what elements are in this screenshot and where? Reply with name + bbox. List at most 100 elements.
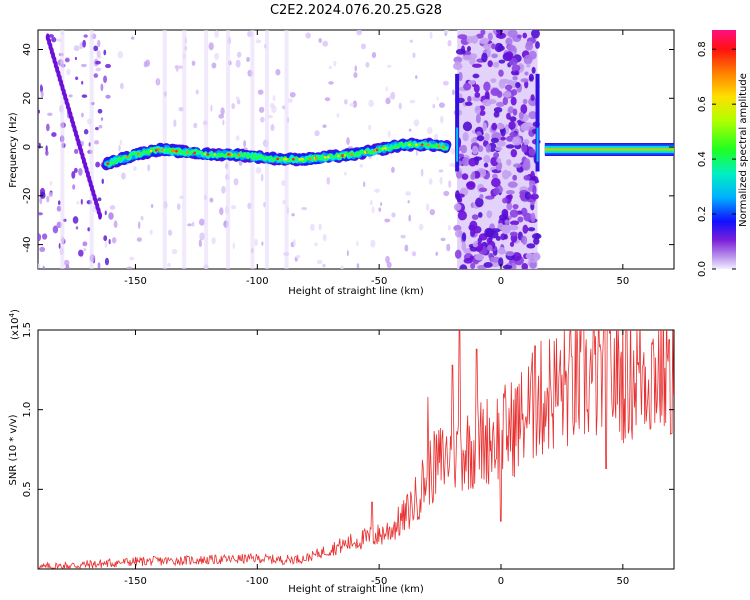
noise-speck	[167, 262, 171, 268]
noise-speck	[93, 45, 99, 52]
noise-speck	[93, 73, 99, 78]
noise-speck	[78, 249, 84, 257]
noise-speck	[404, 244, 409, 252]
noise-speck	[221, 186, 226, 194]
y-tick-label: 40	[22, 43, 33, 56]
y-tick-label: 0	[22, 144, 33, 150]
noise-blob	[511, 262, 517, 269]
noise-blob	[462, 121, 473, 132]
noise-blob	[462, 54, 473, 61]
noise-speck	[246, 56, 250, 63]
noise-speck	[97, 108, 103, 114]
noise-speck	[220, 107, 225, 116]
noise-speck	[452, 89, 455, 96]
noise-speck	[360, 43, 366, 50]
noise-blob	[483, 154, 491, 164]
noise-blob	[461, 173, 469, 180]
noise-speck	[46, 195, 50, 203]
noise-blob	[507, 30, 518, 38]
noise-speck	[231, 205, 237, 210]
noise-speck	[83, 248, 87, 252]
noise-speck	[119, 139, 123, 146]
noise-blob	[529, 253, 538, 263]
noise-speck	[374, 188, 381, 193]
noise-speck	[104, 210, 107, 216]
noise-speck	[450, 148, 456, 155]
noise-speck	[356, 30, 363, 36]
noise-speck	[80, 112, 84, 118]
noise-blob	[491, 122, 498, 131]
noise-blob	[498, 248, 507, 255]
noise-speck	[156, 77, 160, 86]
noise-speck	[446, 243, 451, 252]
noise-speck	[433, 133, 439, 140]
noise-speck	[420, 168, 424, 177]
noise-speck	[291, 213, 295, 217]
ridge-hotspot	[323, 156, 327, 159]
noise-blob	[510, 148, 518, 158]
noise-blob	[505, 189, 515, 195]
noise-blob	[503, 234, 508, 240]
noise-blob	[507, 171, 512, 177]
noise-blob	[508, 121, 516, 130]
noise-speck	[74, 56, 77, 61]
noise-blob	[532, 184, 537, 195]
ridge-hotspot	[375, 148, 379, 152]
noise-speck	[385, 86, 388, 92]
noise-speck	[447, 39, 452, 47]
noise-blob	[531, 233, 542, 240]
noise-speck	[255, 167, 262, 174]
noise-blob	[484, 227, 494, 238]
noise-blob	[493, 106, 503, 113]
noise-speck	[80, 198, 83, 205]
ridge-hotspot	[157, 148, 160, 152]
noise-blob	[455, 48, 466, 55]
noise-blob	[458, 71, 463, 82]
noise-speck	[418, 223, 424, 231]
noise-speck	[199, 232, 205, 241]
noise-speck	[232, 242, 236, 250]
noise-blob	[521, 263, 528, 269]
noise-speck	[195, 89, 199, 95]
ridge-hotspot	[172, 149, 176, 153]
noise-blob	[455, 61, 461, 66]
noise-blob	[510, 96, 517, 106]
noise-blob	[464, 101, 473, 106]
noise-blob	[516, 34, 522, 39]
ridge-hotspot	[229, 153, 232, 156]
noise-speck	[63, 259, 70, 266]
ridge-hotspot	[350, 153, 353, 156]
noise-speck	[322, 263, 326, 268]
noise-blob	[486, 237, 493, 244]
ridge-hotspot	[136, 152, 140, 156]
ridge-hotspot	[381, 147, 384, 151]
noise-speck	[318, 37, 322, 43]
noise-speck	[100, 83, 104, 92]
colorbar-label: Normalized spectral amplitude	[738, 73, 749, 227]
noise-speck	[233, 178, 239, 186]
noise-blob	[490, 78, 497, 83]
noise-blob	[530, 94, 535, 102]
noise-speck	[38, 109, 41, 114]
noise-speck	[318, 223, 322, 231]
noise-blob	[511, 64, 521, 73]
spectrogram-panel: -150 -100 -50 0 50 -40 -20 0 20 40 Height of str…	[8, 29, 675, 297]
ridge-hotspot	[213, 153, 217, 156]
noise-blob	[462, 156, 470, 167]
ridge-hotspot	[420, 143, 424, 146]
figure-title: C2E2.2024.076.20.25.G28	[270, 3, 442, 18]
noise-blob	[496, 140, 506, 147]
noise-speck	[150, 204, 154, 208]
noise-speck	[428, 178, 433, 185]
noise-blob	[473, 156, 483, 161]
noise-speck	[255, 39, 262, 44]
noise-blob	[482, 122, 487, 132]
noise-speck	[413, 119, 420, 127]
noise-blob	[498, 69, 504, 77]
noise-speck	[177, 65, 184, 69]
snr-y-scale-label: (x104)	[8, 309, 21, 340]
noise-speck	[409, 39, 413, 43]
noise-speck	[149, 229, 153, 235]
noise-blob	[478, 187, 488, 193]
noise-speck	[214, 52, 220, 60]
